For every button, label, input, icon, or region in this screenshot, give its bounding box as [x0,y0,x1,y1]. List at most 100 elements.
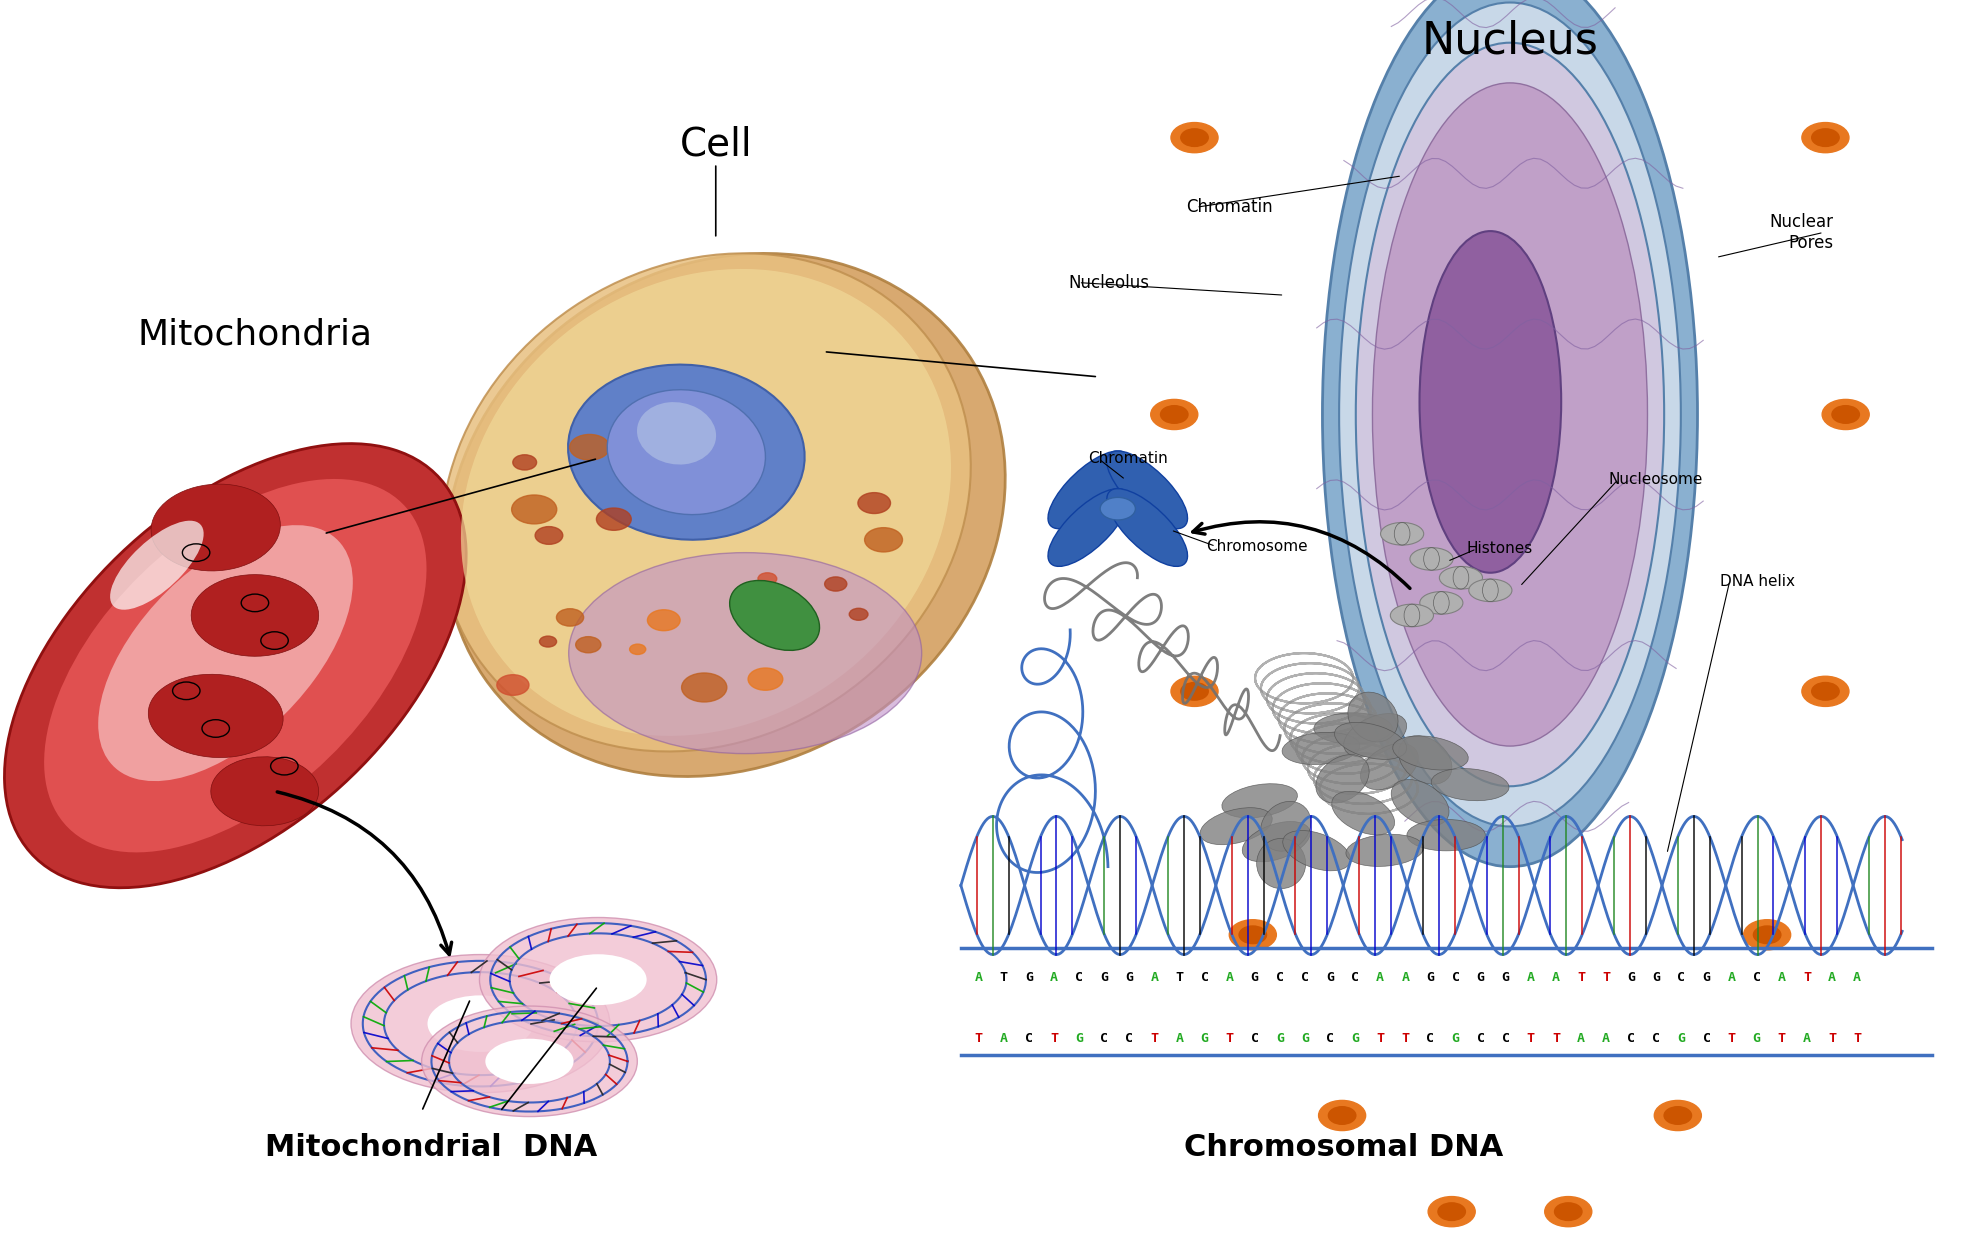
Ellipse shape [461,269,951,736]
Circle shape [1239,926,1267,943]
Ellipse shape [1390,604,1433,627]
Ellipse shape [1392,736,1469,770]
Text: C: C [1628,1032,1635,1045]
Ellipse shape [1261,801,1310,852]
Circle shape [857,492,890,514]
Text: T: T [1402,1032,1410,1045]
Circle shape [826,577,847,592]
Ellipse shape [569,364,804,540]
Text: C: C [1502,1032,1510,1045]
Text: T: T [1828,1032,1835,1045]
Ellipse shape [1106,489,1188,566]
Text: Nucleolus: Nucleolus [1069,274,1149,291]
Circle shape [1437,1203,1465,1221]
Text: C: C [1426,1032,1433,1045]
Circle shape [1171,676,1218,706]
Ellipse shape [1406,819,1484,850]
Text: C: C [1702,1032,1710,1045]
Ellipse shape [1439,566,1483,589]
Text: C: C [1026,1032,1033,1045]
Circle shape [1328,1107,1355,1124]
Text: G: G [1451,1032,1459,1045]
Text: Chromosome: Chromosome [1206,539,1308,554]
Ellipse shape [149,674,282,757]
Circle shape [596,507,631,530]
Circle shape [629,644,645,654]
Circle shape [1743,919,1790,950]
Text: G: G [1477,971,1484,983]
Text: G: G [1628,971,1635,983]
Text: A: A [1226,971,1233,983]
Text: Mitochondria: Mitochondria [137,318,373,352]
Text: G: G [1677,1032,1684,1045]
Circle shape [1555,1203,1583,1221]
Text: C: C [1300,971,1308,983]
Circle shape [557,609,584,627]
Ellipse shape [1332,791,1394,835]
Ellipse shape [1257,839,1306,889]
Text: T: T [1853,1032,1861,1045]
Text: C: C [1075,971,1082,983]
Ellipse shape [1381,522,1424,545]
Text: A: A [1151,971,1159,983]
Text: A: A [1728,971,1735,983]
Circle shape [1545,1197,1592,1227]
Ellipse shape [1343,713,1406,757]
Ellipse shape [549,955,647,1005]
Text: C: C [1251,1032,1259,1045]
Text: C: C [1277,971,1284,983]
Circle shape [1655,1100,1702,1130]
Ellipse shape [1410,548,1453,570]
Ellipse shape [1222,784,1298,818]
Text: G: G [1702,971,1710,983]
Text: C: C [1326,1032,1333,1045]
Circle shape [1812,129,1839,147]
Ellipse shape [151,484,280,571]
Text: A: A [1551,971,1559,983]
Text: A: A [1577,1032,1584,1045]
Text: A: A [1528,971,1535,983]
Text: G: G [1300,1032,1308,1045]
Circle shape [1428,1197,1475,1227]
Text: G: G [1277,1032,1284,1045]
Ellipse shape [427,995,533,1053]
Ellipse shape [478,917,716,1042]
Circle shape [661,446,700,470]
Text: Chromosomal DNA: Chromosomal DNA [1184,1133,1502,1162]
Text: C: C [1351,971,1359,983]
Ellipse shape [445,254,1006,776]
Text: Nuclear
Pores: Nuclear Pores [1769,214,1834,251]
Text: C: C [1753,971,1761,983]
Text: Chromatin: Chromatin [1088,451,1169,466]
Circle shape [1802,676,1849,706]
Ellipse shape [1398,736,1451,784]
Text: A: A [1779,971,1786,983]
Text: G: G [1326,971,1333,983]
Circle shape [1665,1107,1692,1124]
Ellipse shape [1420,592,1463,614]
Circle shape [512,455,537,470]
Text: G: G [1753,1032,1761,1045]
Ellipse shape [1241,821,1310,862]
Circle shape [653,440,690,465]
Ellipse shape [1106,451,1188,529]
Ellipse shape [1361,744,1418,790]
Ellipse shape [1282,830,1351,870]
Circle shape [1181,682,1208,700]
Circle shape [1753,926,1781,943]
Ellipse shape [1390,780,1449,825]
Circle shape [535,526,563,544]
Circle shape [1318,1100,1365,1130]
Text: Cell: Cell [679,126,753,163]
Text: A: A [975,971,982,983]
Text: G: G [1126,971,1133,983]
Ellipse shape [1047,451,1130,529]
Circle shape [1832,406,1859,423]
Circle shape [1171,123,1218,153]
Ellipse shape [1339,3,1681,826]
Ellipse shape [729,580,820,651]
Text: T: T [1602,971,1610,983]
Text: C: C [1477,1032,1484,1045]
Ellipse shape [4,443,467,888]
Text: DNA helix: DNA helix [1720,574,1794,589]
